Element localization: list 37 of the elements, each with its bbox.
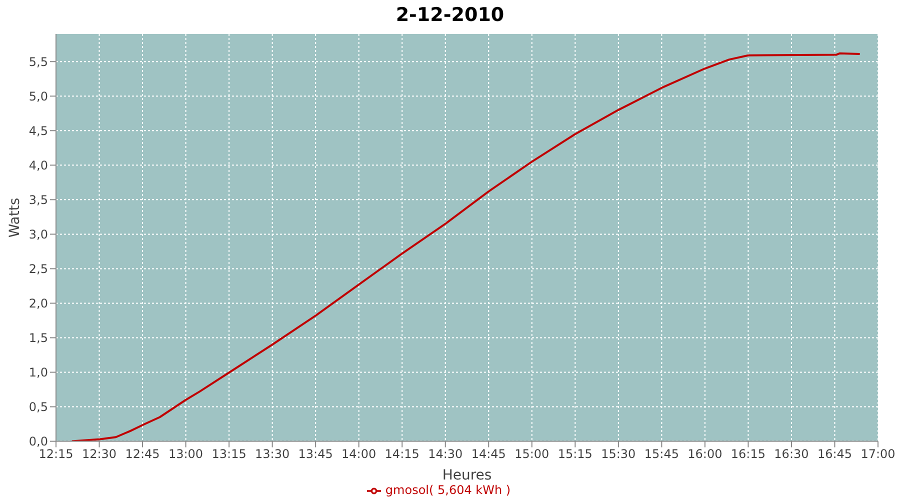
y-tick-label: 1,5 — [28, 330, 48, 345]
x-tick-label: 14:30 — [428, 446, 463, 461]
y-tick-label: 0,5 — [28, 400, 48, 414]
x-tick-label: 14:15 — [384, 446, 420, 461]
x-tick-label: 16:15 — [730, 446, 766, 461]
x-tick-label: 14:00 — [342, 446, 376, 461]
y-tick-label: 5,5 — [28, 54, 48, 69]
y-tick-label: 5,0 — [28, 89, 48, 104]
x-tick-label: 13:00 — [168, 446, 204, 461]
x-tick-label: 12:30 — [82, 446, 117, 461]
x-axis-title: Heures — [442, 467, 492, 484]
x-tick-label: 12:15 — [38, 446, 74, 461]
y-tick-label: 2,5 — [28, 262, 48, 276]
chart-title: 2-12-2010 — [394, 3, 506, 28]
y-tick-label: 2,0 — [28, 296, 48, 310]
y-axis-title: Watts — [6, 198, 23, 238]
x-tick-label: 17:00 — [860, 446, 896, 461]
x-tick-label: 15:15 — [558, 446, 592, 461]
x-tick-label: 13:30 — [255, 446, 290, 461]
legend-label: gmosol( 5,604 kWh ) — [385, 483, 511, 498]
x-tick-label: 12:45 — [125, 446, 160, 461]
y-tick-label: 4,0 — [28, 158, 48, 172]
x-tick-label: 16:30 — [774, 446, 809, 461]
y-tick-label: 4,5 — [28, 124, 48, 138]
x-tick-label: 13:15 — [212, 446, 246, 461]
y-tick-label: 1,0 — [28, 366, 48, 380]
x-tick-label: 14:45 — [471, 446, 506, 461]
x-tick-label: 15:45 — [644, 446, 679, 461]
x-tick-label: 15:30 — [601, 446, 636, 461]
x-tick-label: 13:45 — [298, 446, 333, 461]
y-tick-label: 3,0 — [28, 227, 48, 242]
x-tick-label: 16:45 — [817, 446, 852, 461]
x-tick-label: 16:00 — [688, 446, 722, 461]
y-tick-label: 0,0 — [28, 434, 48, 449]
x-tick-label: 15:00 — [514, 446, 550, 461]
line-series — [70, 52, 861, 442]
y-tick-label: 3,5 — [28, 192, 48, 207]
